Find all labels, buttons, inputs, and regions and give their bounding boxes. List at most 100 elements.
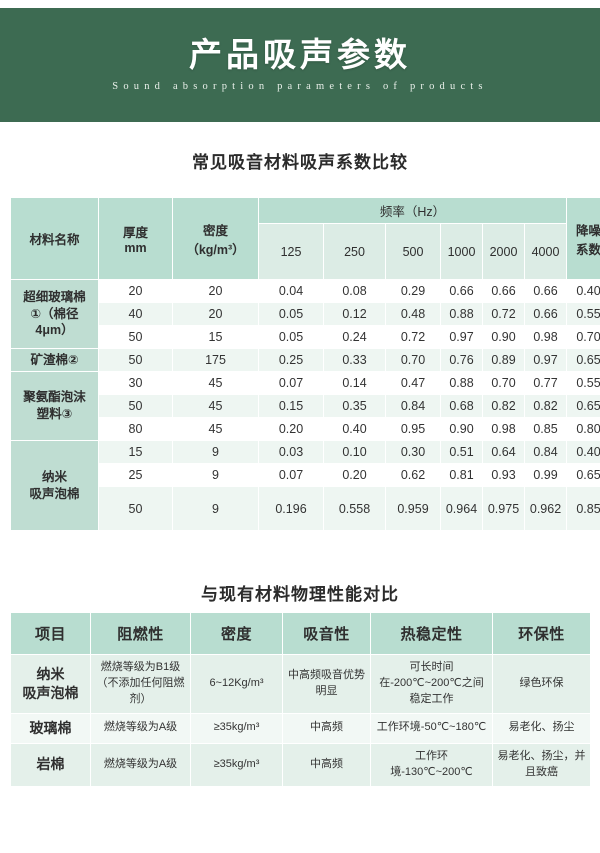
material-name-line: 塑料③ bbox=[36, 407, 73, 421]
cell-freq-250: 0.40 bbox=[323, 417, 386, 441]
table2-head: 项目 阻燃性 密度 吸音性 热稳定性 环保性 bbox=[10, 612, 591, 655]
table2-th-3: 吸音性 bbox=[282, 612, 371, 655]
cell-freq-500: 0.959 bbox=[385, 486, 441, 531]
property-row-name: 玻璃棉 bbox=[10, 712, 91, 744]
cell-sound-absorption: 中高频 bbox=[282, 712, 371, 744]
cell-sound-absorption: 中高频吸音优势明显 bbox=[282, 654, 371, 714]
section2-title: 与现有材料物理性能对比 bbox=[201, 585, 399, 604]
cell-freq-2000: 0.89 bbox=[482, 348, 525, 372]
property-row-name-line: 吸声泡棉 bbox=[22, 684, 79, 701]
table2-th-0: 项目 bbox=[10, 612, 91, 655]
cell-freq-500: 0.62 bbox=[385, 463, 441, 487]
cell-thickness: 50 bbox=[98, 325, 173, 349]
cell-freq-500: 0.30 bbox=[385, 440, 441, 464]
cell-freq-500: 0.72 bbox=[385, 325, 441, 349]
th-frequency-group: 频率（Hz） bbox=[257, 197, 568, 224]
cell-freq-500: 0.84 bbox=[385, 394, 441, 418]
material-name-cell: 矿渣棉② bbox=[10, 348, 99, 372]
banner-subtitle: Sound absorption parameters of products bbox=[112, 81, 488, 93]
cell-density: 20 bbox=[172, 279, 259, 303]
cell-nrc: 0.65 bbox=[566, 394, 600, 418]
material-name-line: 超细玻璃棉 bbox=[23, 289, 86, 304]
th-density: 密度 （kg/m³） bbox=[172, 197, 259, 280]
material-name-line: 矿渣棉② bbox=[30, 352, 79, 367]
property-row-name-line: 纳米 bbox=[36, 666, 65, 683]
cell-freq-1000: 0.76 bbox=[440, 348, 483, 372]
table1-header-row-2: 125 250 500 1000 2000 4000 bbox=[11, 223, 600, 280]
table2-body: 纳米 吸声泡棉 燃烧等级为B1级（不添加任何阻燃剂） 6~12Kg/m³ 中高频吸音优势… bbox=[10, 654, 591, 787]
cell-thickness: 20 bbox=[98, 279, 173, 303]
property-row-name-line: 岩棉 bbox=[36, 756, 65, 773]
cell-freq-1000: 0.90 bbox=[440, 417, 483, 441]
page-banner: 产品吸声参数 Sound absorption parameters of pr… bbox=[0, 8, 600, 122]
table-row: 玻璃棉 燃烧等级为A级 ≥35kg/m³ 中高频 工作环境-50℃~180℃ 易老化、扬尘 bbox=[10, 712, 591, 744]
cell-freq-500: 0.70 bbox=[385, 348, 441, 372]
cell-density: ≥35kg/m³ bbox=[190, 712, 283, 744]
cell-nrc: 0.85 bbox=[566, 486, 600, 531]
table1-body: 超细玻璃棉 ①（棉径 4μm） 20 20 0.04 0.08 0.29 0.66 0.66 0.6… bbox=[10, 279, 600, 531]
cell-freq-125: 0.07 bbox=[258, 463, 324, 487]
th-density-line1: 密度 bbox=[202, 223, 228, 238]
table2-th-5: 环保性 bbox=[492, 612, 591, 655]
cell-freq-2000: 0.70 bbox=[482, 371, 525, 395]
cell-sound-absorption: 中高频 bbox=[282, 742, 371, 787]
absorption-coefficient-table: 材料名称 厚度 mm 密度 （kg/m³） 频率（Hz） 降噪 系数 125 2… bbox=[10, 197, 600, 531]
property-row-name-line: 玻璃棉 bbox=[29, 719, 72, 736]
cell-density: 6~12Kg/m³ bbox=[190, 654, 283, 714]
cell-freq-500: 0.47 bbox=[385, 371, 441, 395]
cell-freq-500: 0.29 bbox=[385, 279, 441, 303]
table2-header-row: 项目 阻燃性 密度 吸音性 热稳定性 环保性 bbox=[10, 612, 591, 655]
cell-density: 175 bbox=[172, 348, 259, 372]
table-row: 25 9 0.07 0.20 0.62 0.81 0.93 0.99 0.65 bbox=[11, 463, 600, 487]
th-freq-500: 500 bbox=[385, 223, 441, 280]
cell-freq-2000: 0.975 bbox=[482, 486, 525, 531]
cell-freq-500: 0.95 bbox=[385, 417, 441, 441]
table2-th-2: 密度 bbox=[190, 612, 283, 655]
table1-header-row-1: 材料名称 厚度 mm 密度 （kg/m³） 频率（Hz） 降噪 系数 bbox=[10, 197, 600, 280]
cell-thickness: 25 bbox=[98, 463, 173, 487]
th-freq-125: 125 bbox=[258, 223, 324, 280]
cell-density: 9 bbox=[172, 440, 259, 464]
cell-freq-4000: 0.82 bbox=[523, 394, 568, 418]
cell-nrc: 0.40 bbox=[566, 440, 600, 464]
cell-freq-1000: 0.51 bbox=[440, 440, 483, 464]
table-row: 50 45 0.15 0.35 0.84 0.68 0.82 0.82 0.65 bbox=[11, 394, 600, 418]
cell-freq-250: 0.558 bbox=[323, 486, 386, 531]
cell-freq-250: 0.14 bbox=[323, 371, 386, 395]
table-row: 矿渣棉② 50 175 0.25 0.33 0.70 0.76 0.89 0.97 0.65 bbox=[10, 348, 600, 372]
cell-nrc: 0.80 bbox=[566, 417, 600, 441]
table-row: 50 9 0.196 0.558 0.959 0.964 0.975 0.962 0.85 bbox=[11, 486, 600, 531]
cell-freq-125: 0.15 bbox=[258, 394, 324, 418]
cell-freq-4000: 0.962 bbox=[523, 486, 568, 531]
cell-density: ≥35kg/m³ bbox=[190, 742, 283, 787]
cell-thermal-stability: 工作环境-50℃~180℃ bbox=[370, 712, 493, 744]
cell-nrc: 0.55 bbox=[566, 371, 600, 395]
cell-freq-250: 0.24 bbox=[323, 325, 386, 349]
cell-freq-4000: 0.77 bbox=[523, 371, 568, 395]
cell-nrc: 0.40 bbox=[566, 279, 600, 303]
th-thickness-line2: mm bbox=[124, 241, 147, 255]
cell-environmental: 绿色环保 bbox=[492, 654, 591, 714]
cell-freq-125: 0.04 bbox=[258, 279, 324, 303]
material-name-line: 4μm） bbox=[35, 323, 74, 338]
cell-density: 45 bbox=[172, 417, 259, 441]
th-freq-4000: 4000 bbox=[523, 223, 568, 280]
table-row: 纳米 吸声泡棉 燃烧等级为B1级（不添加任何阻燃剂） 6~12Kg/m³ 中高频吸音优势… bbox=[10, 654, 591, 714]
cell-freq-250: 0.35 bbox=[323, 394, 386, 418]
cell-freq-250: 0.10 bbox=[323, 440, 386, 464]
cell-freq-4000: 0.97 bbox=[523, 348, 568, 372]
cell-thickness: 80 bbox=[98, 417, 173, 441]
cell-density: 20 bbox=[172, 302, 259, 326]
th-freq-2000: 2000 bbox=[482, 223, 525, 280]
property-row-name: 纳米 吸声泡棉 bbox=[10, 654, 91, 714]
section1-title: 常见吸音材料吸声系数比较 bbox=[192, 153, 408, 172]
cell-flame-retardancy: 燃烧等级为A级 bbox=[90, 712, 191, 744]
cell-freq-1000: 0.68 bbox=[440, 394, 483, 418]
cell-environmental: 易老化、扬尘，并且致癌 bbox=[492, 742, 591, 787]
cell-freq-4000: 0.85 bbox=[523, 417, 568, 441]
cell-flame-retardancy: 燃烧等级为B1级（不添加任何阻燃剂） bbox=[90, 654, 191, 714]
cell-thickness: 40 bbox=[98, 302, 173, 326]
cell-thermal-stability: 工作环境-130℃~200℃ bbox=[370, 742, 493, 787]
cell-density: 45 bbox=[172, 394, 259, 418]
cell-freq-2000: 0.93 bbox=[482, 463, 525, 487]
